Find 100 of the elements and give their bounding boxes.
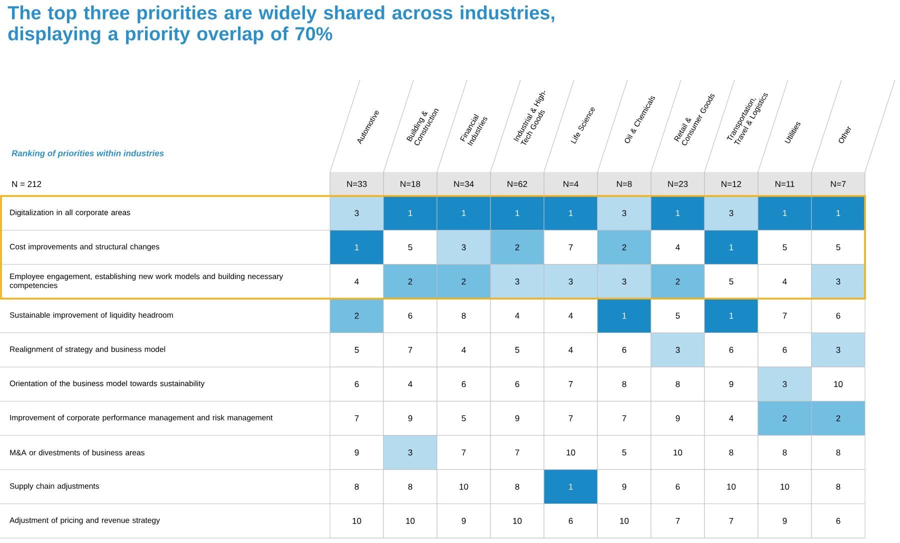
- data-label: 9: [676, 415, 680, 422]
- data-label: 8: [836, 484, 840, 490]
- data-label: 8: [408, 484, 412, 490]
- data-label: 6: [462, 381, 466, 388]
- data-label: 8: [515, 484, 520, 490]
- data-label: 3: [836, 278, 840, 285]
- data-label: 10: [620, 518, 629, 524]
- data-label: 1: [730, 244, 734, 250]
- data-label: 1: [676, 210, 680, 216]
- data-label: 10: [460, 484, 468, 490]
- data-label: 10: [406, 518, 415, 524]
- data-label: 10: [834, 381, 843, 388]
- data-label: 3: [408, 449, 412, 456]
- data-label: 8: [676, 381, 680, 388]
- data-label: 3: [354, 210, 359, 216]
- text: N = 212: [12, 181, 42, 187]
- data-label: 7: [568, 244, 573, 250]
- data-label: 9: [622, 484, 626, 490]
- data-label: 6: [676, 484, 680, 490]
- data-label: 3: [622, 210, 626, 216]
- data-label: 6: [836, 518, 840, 524]
- data-label: 1: [355, 244, 359, 250]
- data-label: 4: [729, 415, 734, 422]
- text: N=33: [347, 180, 367, 187]
- data-label: 3: [729, 210, 734, 216]
- data-label: 3: [622, 278, 626, 285]
- data-label: 7: [408, 346, 412, 353]
- data-label: 4: [568, 346, 573, 353]
- data-label: 8: [462, 312, 466, 319]
- data-label: 8: [782, 449, 787, 456]
- data-label: 4: [568, 312, 573, 319]
- data-label: 3: [568, 278, 573, 285]
- text: N=12: [722, 181, 742, 187]
- data-label: 3: [836, 346, 840, 353]
- data-label: 5: [729, 278, 734, 284]
- data-label: 1: [730, 312, 734, 319]
- data-label: 4: [782, 278, 787, 284]
- data-label: 6: [408, 312, 412, 319]
- data-label: 3: [782, 381, 787, 388]
- chart-title: The top three priorities are widely shared across industries, displaying a priority overlap of 70%: [8, 6, 554, 44]
- data-label: 3: [462, 244, 466, 250]
- data-label: 7: [462, 450, 466, 456]
- data-label: 4: [515, 312, 520, 319]
- data-label: 7: [676, 518, 680, 524]
- data-label: 1: [516, 210, 520, 216]
- data-label: 5: [782, 244, 787, 250]
- data-label: 6: [836, 312, 840, 319]
- data-label: 1: [783, 210, 787, 216]
- data-label: 1: [836, 210, 840, 216]
- data-label: 6: [622, 346, 626, 353]
- data-label: 8: [836, 449, 840, 456]
- data-label: 7: [729, 518, 734, 524]
- data-label: 8: [354, 484, 359, 490]
- data-label: 3: [515, 278, 520, 285]
- data-label: 4: [462, 346, 466, 353]
- data-label: 2: [408, 278, 412, 284]
- data-label: 2: [515, 244, 520, 250]
- data-label: 7: [515, 450, 520, 456]
- data-label: 2: [622, 244, 626, 250]
- data-label: 1: [622, 312, 626, 319]
- data-label: 1: [408, 210, 412, 216]
- data-label: 10: [727, 484, 736, 490]
- data-label: 7: [568, 381, 573, 388]
- text: N=23: [668, 180, 688, 187]
- data-label: 10: [566, 449, 576, 456]
- data-label: 5: [462, 415, 466, 422]
- data-label: 5: [515, 346, 520, 353]
- data-label: 5: [354, 346, 359, 353]
- text: N=62: [508, 180, 528, 187]
- data-label: 6: [782, 346, 787, 353]
- data-label: 1: [569, 484, 573, 490]
- data-label: 10: [513, 518, 522, 524]
- data-label: 2: [676, 278, 680, 284]
- text: N=18: [400, 180, 420, 187]
- data-label: 2: [836, 415, 840, 422]
- data-label: 9: [782, 518, 787, 524]
- data-label: 4: [676, 244, 680, 250]
- data-label: 1: [462, 210, 466, 216]
- data-label: 9: [354, 449, 359, 456]
- data-label: 10: [352, 518, 362, 524]
- data-label: 7: [354, 415, 359, 422]
- data-label: 2: [462, 278, 466, 284]
- data-label: 4: [354, 278, 359, 284]
- data-label: 5: [836, 244, 840, 250]
- data-label: 7: [622, 415, 626, 422]
- data-label: 10: [780, 484, 790, 490]
- data-label: 3: [676, 346, 680, 353]
- data-label: 7: [782, 312, 787, 319]
- data-label: 2: [354, 312, 359, 319]
- data-label: 8: [729, 449, 734, 456]
- data-label: 5: [622, 450, 626, 456]
- data-label: 6: [729, 346, 734, 353]
- data-label: 9: [408, 415, 412, 422]
- data-label: 6: [568, 518, 573, 524]
- data-label: 6: [515, 381, 520, 388]
- text: N=34: [454, 180, 474, 187]
- data-label: 6: [354, 381, 359, 388]
- data-label: 9: [729, 381, 734, 388]
- text: N=8: [616, 180, 632, 187]
- data-label: 4: [408, 381, 412, 388]
